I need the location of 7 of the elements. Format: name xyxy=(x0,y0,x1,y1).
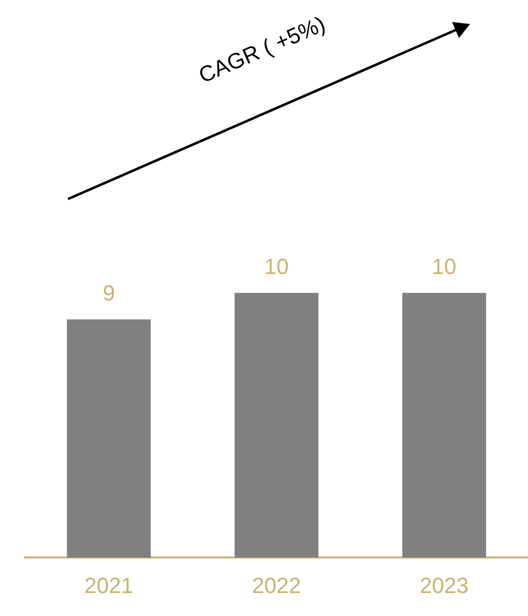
data-label: 10 xyxy=(264,254,289,279)
x-tick-label: 2021 xyxy=(84,572,134,598)
data-label: 10 xyxy=(432,254,456,279)
data-label: 9 xyxy=(102,280,115,306)
x-tick-label: 2023 xyxy=(420,572,469,598)
text: CAGR ( +5%) xyxy=(195,11,330,89)
x-tick-label: 2022 xyxy=(252,572,301,598)
